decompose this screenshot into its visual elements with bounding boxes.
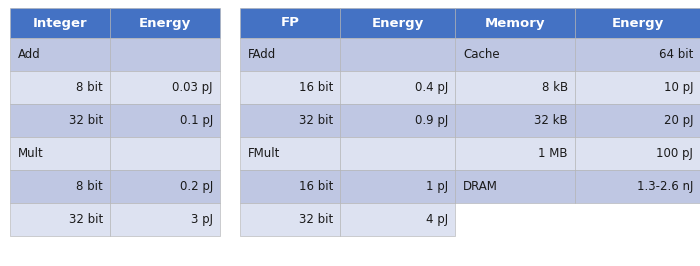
Text: DRAM: DRAM [463,180,498,193]
Bar [340,203,455,236]
Text: 32 bit: 32 bit [69,213,103,226]
Bar [340,38,455,71]
Text: 8 bit: 8 bit [76,81,103,94]
Bar [240,104,340,137]
Bar [455,38,575,71]
Bar [10,104,110,137]
Bar [240,203,340,236]
Text: 10 pJ: 10 pJ [664,81,693,94]
Text: 20 pJ: 20 pJ [664,114,693,127]
Bar [340,170,455,203]
Text: 32 bit: 32 bit [299,114,333,127]
Bar [240,38,340,71]
Bar [10,203,110,236]
Text: FP: FP [281,16,300,30]
Text: FMult: FMult [248,147,281,160]
Bar [110,104,220,137]
Text: 0.2 pJ: 0.2 pJ [180,180,213,193]
Text: 0.1 pJ: 0.1 pJ [180,114,213,127]
Text: Integer: Integer [33,16,88,30]
Bar [340,8,455,38]
Bar [240,170,340,203]
Bar [10,137,110,170]
Bar [10,170,110,203]
Bar [575,38,700,71]
Text: Energy: Energy [139,16,191,30]
Bar [110,170,220,203]
Bar [240,137,340,170]
Text: 100 pJ: 100 pJ [656,147,693,160]
Bar [110,203,220,236]
Bar [575,170,700,203]
Bar [10,8,110,38]
Bar [110,71,220,104]
Bar [575,137,700,170]
Bar [110,8,220,38]
Text: 1 pJ: 1 pJ [426,180,448,193]
Bar [455,104,575,137]
Text: 32 bit: 32 bit [299,213,333,226]
Text: 16 bit: 16 bit [299,81,333,94]
Text: Energy: Energy [372,16,424,30]
Text: Add: Add [18,48,41,61]
Text: 1.3-2.6 nJ: 1.3-2.6 nJ [636,180,693,193]
Text: 8 kB: 8 kB [542,81,568,94]
Text: 16 bit: 16 bit [299,180,333,193]
Text: 0.03 pJ: 0.03 pJ [172,81,213,94]
Bar [340,137,455,170]
Text: 32 kB: 32 kB [534,114,568,127]
Bar [455,71,575,104]
Bar [110,38,220,71]
Text: FAdd: FAdd [248,48,276,61]
Bar [240,8,340,38]
Bar [340,104,455,137]
Text: 4 pJ: 4 pJ [426,213,448,226]
Bar [575,104,700,137]
Text: 1 MB: 1 MB [538,147,568,160]
Text: 8 bit: 8 bit [76,180,103,193]
Text: Energy: Energy [611,16,664,30]
Text: Cache: Cache [463,48,500,61]
Bar [455,137,575,170]
Bar [340,71,455,104]
Text: 0.9 pJ: 0.9 pJ [414,114,448,127]
Text: 3 pJ: 3 pJ [191,213,213,226]
Bar [10,38,110,71]
Text: 0.4 pJ: 0.4 pJ [414,81,448,94]
Text: 32 bit: 32 bit [69,114,103,127]
Bar [240,71,340,104]
Bar [10,71,110,104]
Bar [575,8,700,38]
Text: 64 bit: 64 bit [659,48,693,61]
Text: Mult: Mult [18,147,43,160]
Text: Memory: Memory [484,16,545,30]
Bar [110,137,220,170]
Bar [455,8,575,38]
Bar [575,71,700,104]
Bar [455,170,575,203]
